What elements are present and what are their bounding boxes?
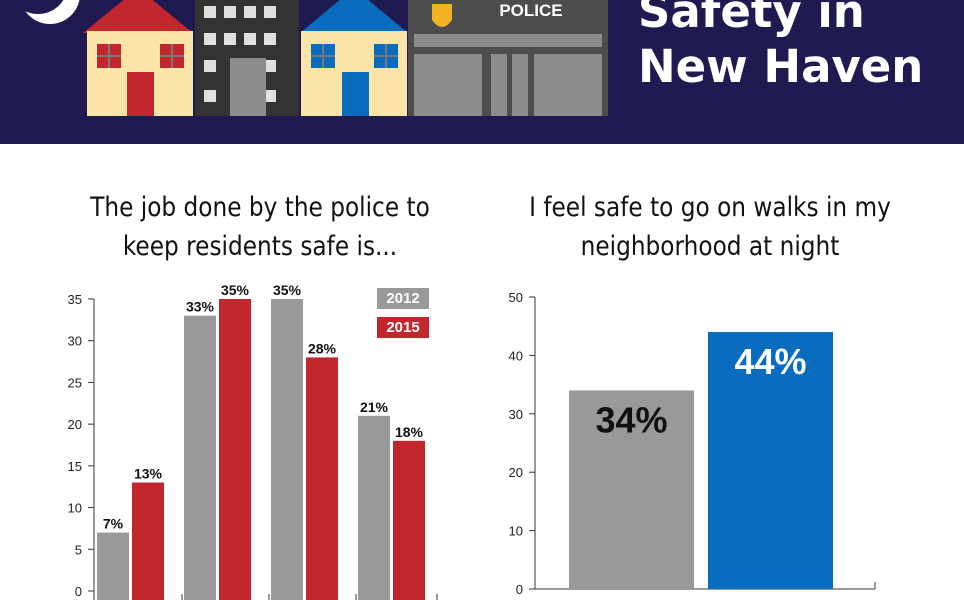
y-tick-label: 35 [68,292,82,307]
walk-bar [708,332,833,589]
page-title-line1: Safety in [638,0,865,38]
y-tick-label: 0 [75,584,82,599]
y-tick-label: 50 [509,290,523,305]
police-chart-title: The job done by the police to keep resid… [90,192,430,262]
y-tick-label: 0 [516,582,523,597]
bar-2015 [306,357,338,600]
data-label: 21% [360,399,389,415]
y-tick-label: 30 [509,407,523,422]
bar-2012 [184,315,216,600]
walk-chart-title: I feel safe to go on walks in my neighbo… [529,192,891,262]
apartment-building-icon [195,0,299,116]
y-tick-label: 25 [68,375,82,390]
house-icon [83,0,193,116]
y-tick-label: 10 [509,524,523,539]
legend-2012: 2012 [377,288,429,309]
data-label: 35% [221,282,250,298]
bar-2012 [271,299,303,600]
y-tick-label: 30 [68,334,82,349]
data-label: 13% [134,466,163,482]
bar-2015 [219,299,251,600]
walk-data-label: 44% [734,341,806,382]
data-label: 18% [395,424,424,440]
house-icon [300,0,408,116]
moon-icon [12,0,80,24]
bar-2015 [132,482,164,600]
data-label: 7% [103,516,124,532]
bar-2012 [97,532,129,600]
y-tick-label: 10 [68,501,82,516]
bar-2015 [393,440,425,600]
badge-icon [432,4,452,27]
page-title-line2: New Haven [638,40,924,93]
y-tick-label: 20 [68,417,82,432]
police-sign-text: POLICE [499,1,562,20]
police-station-icon [408,0,608,116]
legend-2015: 2015 [377,317,429,338]
data-label: 33% [186,299,215,315]
walk-data-label: 34% [595,399,667,440]
y-tick-label: 5 [75,542,82,557]
walk-bar [569,390,694,589]
y-tick-label: 20 [509,465,523,480]
page-title: Safety in New Haven [638,0,964,94]
data-label: 28% [308,340,337,356]
bar-2012 [358,415,390,600]
y-tick-label: 15 [68,459,82,474]
y-tick-label: 40 [509,348,523,363]
header-banner: POLICE Safety in New Haven [0,0,964,144]
data-label: 35% [273,282,302,298]
town-illustration: POLICE [12,0,608,116]
